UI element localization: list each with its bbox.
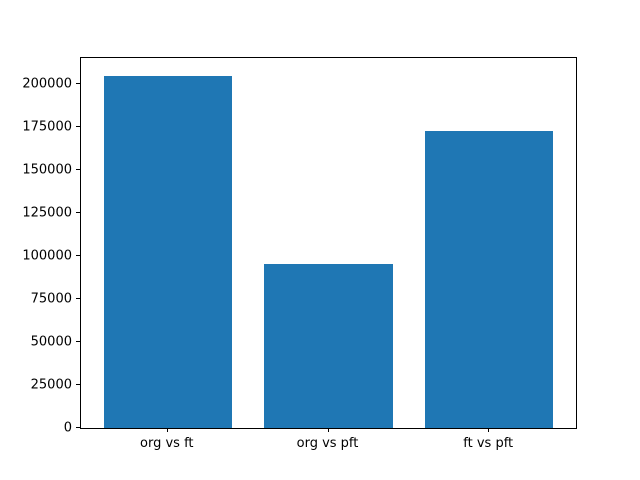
y-tick-label: 100000 — [22, 248, 72, 264]
bar-org-vs-pft — [264, 264, 393, 428]
y-tick-mark — [76, 255, 80, 257]
y-tick-mark — [76, 384, 80, 386]
plot-area — [80, 57, 577, 429]
y-tick-label: 150000 — [22, 162, 72, 178]
y-tick-mark — [76, 169, 80, 171]
x-tick-label-org-vs-pft: org vs pft — [296, 436, 359, 451]
y-tick-label: 0 — [63, 420, 72, 436]
y-tick-mark — [76, 341, 80, 343]
x-tick-mark — [327, 428, 329, 432]
y-tick-label: 125000 — [22, 205, 72, 221]
x-tick-label-org-vs-ft: org vs ft — [140, 436, 194, 451]
x-tick-mark — [166, 428, 168, 432]
bar-org-vs-ft — [103, 75, 233, 428]
y-tick-label: 200000 — [22, 76, 72, 92]
y-tick-mark — [76, 126, 80, 128]
y-tick-mark — [76, 83, 80, 85]
bar-ft-vs-pft — [424, 130, 554, 428]
y-tick-label: 25000 — [30, 377, 72, 393]
y-tick-mark — [76, 298, 80, 300]
y-tick-mark — [76, 427, 80, 428]
y-tick-label: 175000 — [22, 119, 72, 135]
x-tick-mark — [488, 428, 490, 432]
x-tick-label-ft-vs-pft: ft vs pft — [463, 436, 514, 451]
y-tick-label: 50000 — [30, 334, 72, 350]
y-tick-mark — [76, 212, 80, 214]
y-tick-label: 75000 — [30, 291, 72, 307]
